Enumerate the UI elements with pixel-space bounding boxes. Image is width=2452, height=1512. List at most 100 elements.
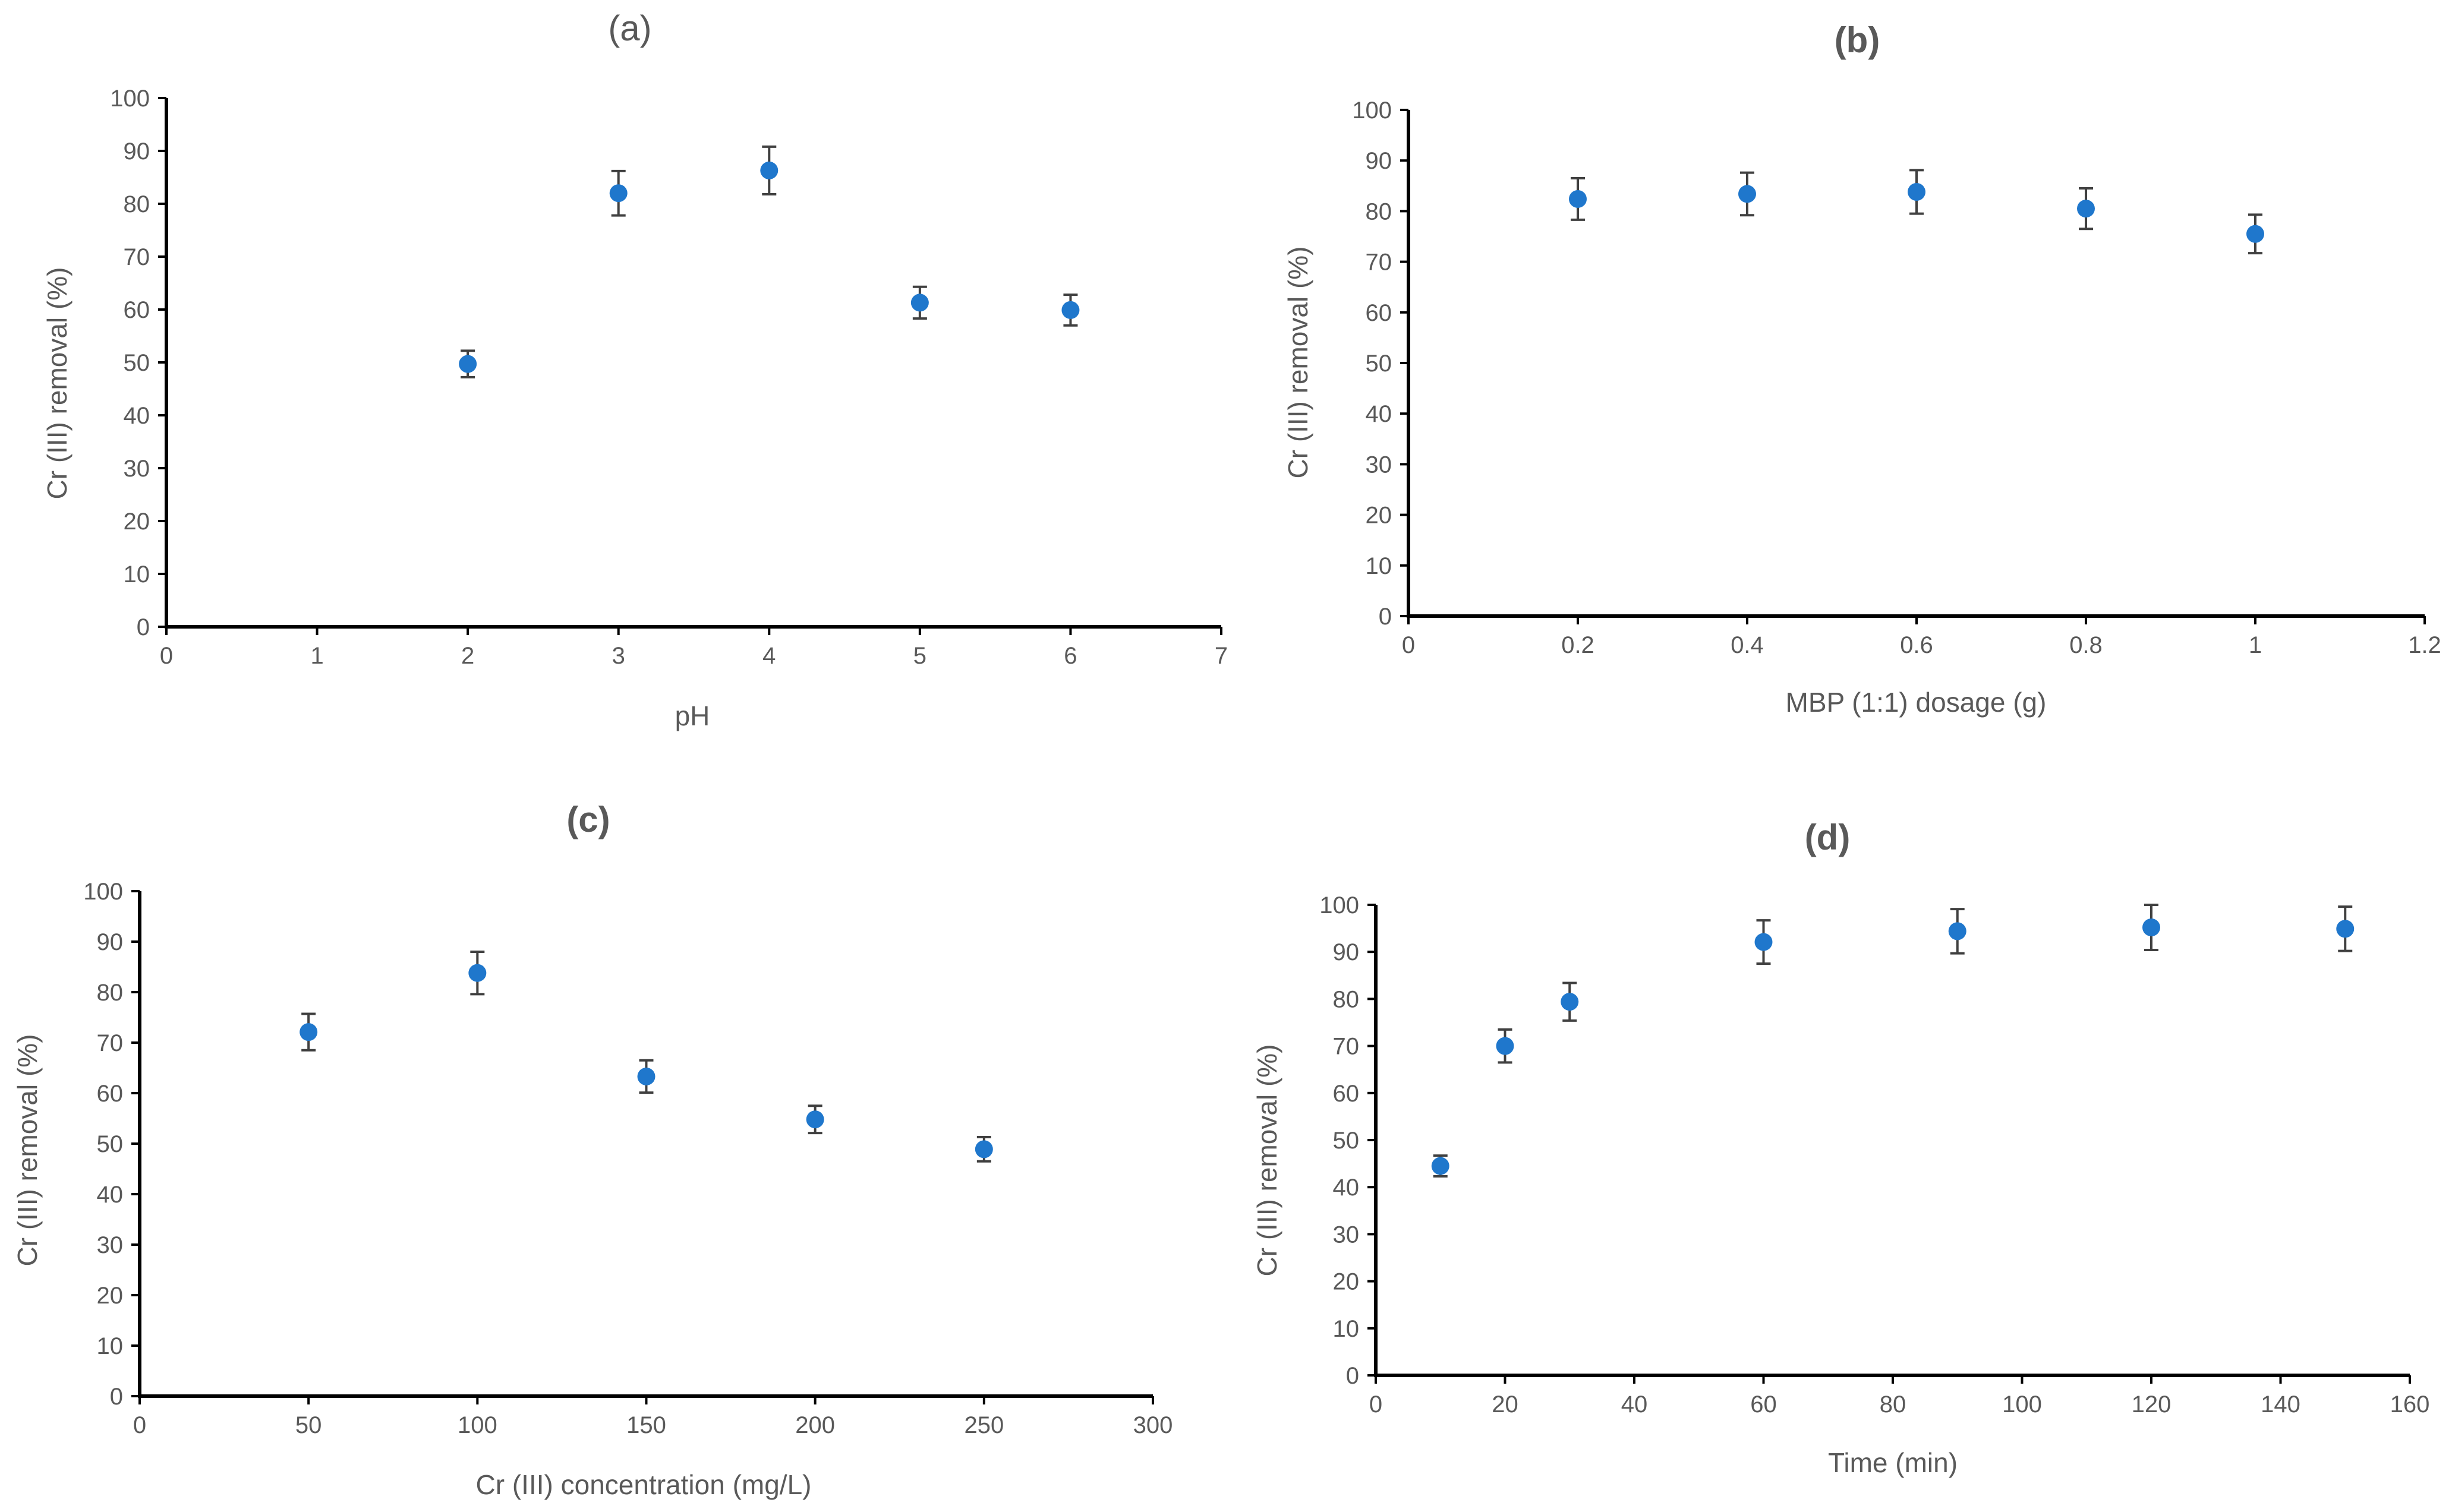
panel-b-x-tick-label: 0.6	[1900, 632, 1933, 658]
panel-c-y-tick-label: 10	[97, 1333, 124, 1359]
panel-a-x-tick-label: 3	[612, 643, 625, 669]
panel-c-plot-area: 0 50 100 150 200 250 300 0 10 20 30 40 50 60 70 80 90 100	[83, 879, 1173, 1438]
panel-b-y-tick-label: 10	[1366, 553, 1392, 579]
panel-a-data-point	[609, 184, 628, 203]
panel-d: (d) Time (min) Cr (III) removal (%) 0 20 4…	[1252, 817, 2429, 1478]
panel-d-data-point	[2336, 920, 2355, 938]
panel-a-y-tick-label: 60	[124, 297, 150, 323]
panel-d-x-tick-label: 60	[1750, 1391, 1777, 1418]
panel-b-data-point	[1738, 185, 1756, 203]
panel-c-y-axis-label: Cr (III) removal (%)	[12, 1034, 43, 1267]
panel-d-y-tick-label: 0	[1346, 1363, 1359, 1389]
panel-a-y-tick-label: 0	[137, 614, 150, 640]
panel-a-y-tick-label: 10	[124, 561, 150, 588]
panel-a-y-tick-label: 70	[124, 244, 150, 270]
panel-c-y-tick-label: 70	[97, 1030, 124, 1056]
panel-c-y-tick-label: 60	[97, 1081, 124, 1107]
panel-d-x-tick-label: 140	[2261, 1391, 2300, 1418]
panel-d-x-tick-label: 80	[1880, 1391, 1906, 1418]
panel-d-x-tick-label: 20	[1492, 1391, 1518, 1418]
panel-d-y-tick-label: 20	[1333, 1269, 1360, 1295]
panel-a-title: (a)	[608, 8, 651, 48]
panel-d-y-tick-label: 100	[1319, 892, 1359, 918]
panel-d-title: (d)	[1805, 817, 1851, 857]
panel-b-x-tick-label: 0.4	[1731, 632, 1764, 658]
panel-b-y-tick-label: 100	[1352, 97, 1392, 124]
panel-c-data-point	[468, 964, 487, 982]
panel-b-y-tick-label: 60	[1366, 300, 1392, 326]
panel-b-y-tick-label: 90	[1366, 148, 1392, 174]
panel-d-data-point	[1431, 1157, 1449, 1175]
panel-c-y-tick-label: 80	[97, 980, 124, 1006]
panel-a-data-point	[1061, 301, 1080, 319]
panel-b-title: (b)	[1835, 20, 1880, 60]
panel-b-x-axis-label: MBP (1:1) dosage (g)	[1786, 687, 2047, 718]
panel-b-x-tick-label: 0	[1402, 632, 1415, 658]
panel-c-y-tick-label: 90	[97, 929, 124, 955]
panel-a-x-axis-label: pH	[675, 700, 710, 731]
panel-a-y-tick-label: 80	[124, 191, 150, 217]
panel-d-y-tick-label: 60	[1333, 1081, 1360, 1107]
panel-d-y-tick-label: 90	[1333, 939, 1360, 965]
panel-a-data-point	[760, 161, 779, 179]
panel-c-data-point	[975, 1140, 993, 1159]
panel-c-x-tick-label: 50	[295, 1412, 322, 1438]
panel-a-data-point	[459, 355, 477, 373]
panel-d-x-tick-label: 160	[2390, 1391, 2430, 1418]
panel-d-y-tick-label: 50	[1333, 1128, 1360, 1154]
panel-b-data-point	[1569, 190, 1587, 208]
panel-d-data-point	[1561, 993, 1579, 1011]
panel-a-y-tick-label: 100	[110, 86, 150, 112]
panel-d-y-tick-label: 70	[1333, 1034, 1360, 1060]
panel-c-x-tick-label: 300	[1133, 1412, 1173, 1438]
panel-b-data-point	[2246, 225, 2264, 243]
panel-c-y-tick-label: 20	[97, 1283, 124, 1309]
panel-d-data-point	[1948, 922, 1966, 940]
panel-c-data-point	[300, 1023, 318, 1041]
panel-d-y-tick-label: 80	[1333, 986, 1360, 1012]
panel-b-x-tick-label: 0.2	[1561, 632, 1594, 658]
panel-d-y-tick-label: 40	[1333, 1175, 1360, 1201]
panel-c-x-tick-label: 200	[795, 1412, 835, 1438]
panel-a-y-tick-label: 30	[124, 456, 150, 482]
panel-c-data-point	[806, 1110, 824, 1129]
panel-c-y-tick-label: 30	[97, 1232, 124, 1258]
panel-a-data-point	[910, 293, 929, 312]
panel-d-y-tick-label: 10	[1333, 1316, 1360, 1342]
panel-d-plot-area: 0 20 40 60 80 100 120 140 160 0 10 20 30 40 50 60 70 80 90…	[1319, 892, 2429, 1418]
panel-a-x-tick-label: 4	[762, 643, 776, 669]
panel-d-x-tick-label: 40	[1621, 1391, 1648, 1418]
panel-d-data-point	[1496, 1037, 1514, 1055]
panel-c-x-axis-label: Cr (III) concentration (mg/L)	[476, 1469, 812, 1500]
panel-b-data-point	[1908, 183, 1925, 201]
panel-b-y-tick-label: 20	[1366, 503, 1392, 529]
panel-a-y-axis-label: Cr (III) removal (%)	[42, 267, 73, 500]
panel-c-y-tick-label: 50	[97, 1131, 124, 1157]
panel-b-y-tick-label: 30	[1366, 452, 1392, 478]
panel-b-y-axis-label: Cr (III) removal (%)	[1282, 247, 1313, 479]
panel-a-x-tick-label: 2	[461, 643, 474, 669]
panel-c-y-tick-label: 100	[83, 879, 123, 905]
panel-c-x-tick-label: 100	[458, 1412, 497, 1438]
panel-a-x-tick-label: 7	[1215, 643, 1228, 669]
panel-c-y-tick-label: 40	[97, 1182, 124, 1208]
panel-b-y-tick-label: 0	[1379, 604, 1392, 630]
panel-c-x-tick-label: 150	[626, 1412, 666, 1438]
panel-d-x-tick-label: 0	[1369, 1391, 1382, 1418]
panel-a-x-tick-label: 1	[310, 643, 323, 669]
panel-d-y-axis-label: Cr (III) removal (%)	[1252, 1044, 1282, 1277]
panel-c-data-point	[637, 1067, 655, 1085]
panel-b-y-tick-label: 40	[1366, 401, 1392, 427]
panel-a-x-tick-label: 6	[1064, 643, 1077, 669]
panel-c-y-tick-label: 0	[110, 1384, 123, 1410]
panel-c-x-tick-label: 250	[964, 1412, 1004, 1438]
panel-d-x-axis-label: Time (min)	[1828, 1447, 1958, 1478]
panel-b-plot-area: 0 0.2 0.4 0.6 0.8 1 1.2 0 10 20 30 40 50 60 70 80 90 100	[1352, 97, 2441, 658]
panel-d-x-tick-label: 100	[2002, 1391, 2042, 1418]
panel-b-y-tick-label: 70	[1366, 250, 1392, 276]
panel-a-y-tick-label: 90	[124, 138, 150, 165]
panel-c: (c) Cr (III) concentration (mg/L) Cr (II…	[12, 800, 1173, 1500]
panel-a: (a) pH Cr (III) removal (%) 0 1 2 3 4 5 6 70102…	[42, 8, 1228, 731]
panel-b-x-tick-label: 0.8	[2069, 632, 2103, 658]
